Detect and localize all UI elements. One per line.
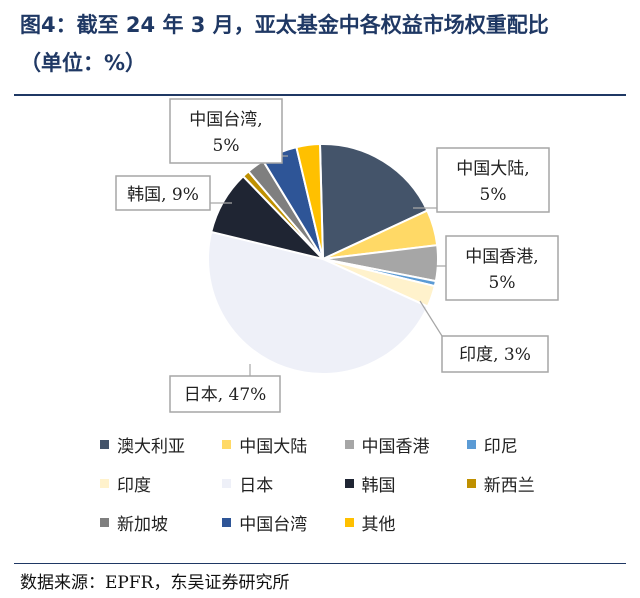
legend-label: 日本: [239, 476, 274, 496]
bottom-rule: [14, 563, 626, 564]
slice-2-label-box: [436, 147, 550, 213]
legend-label: 新西兰: [483, 476, 535, 496]
slice-10-label-text: 5%: [213, 136, 240, 156]
legend-item-4: 印尼: [466, 432, 560, 457]
legend-swatch: [344, 440, 354, 449]
slice-2-label-text: 5%: [480, 185, 507, 205]
legend-swatch: [222, 518, 232, 527]
slice-5-label: 印度, 3%: [419, 300, 549, 373]
legend-label: 中国大陆: [239, 437, 308, 457]
title-line-2: （单位：%）: [20, 51, 147, 75]
legend-swatch: [100, 440, 109, 449]
figure-title: 图4：截至 24 年 3 月，亚太基金中各权益市场权重配比 （单位：%）: [20, 6, 630, 82]
slice-7-label-text: 韩国, 9%: [127, 185, 199, 205]
slice-5-leader-line: [419, 300, 443, 337]
legend-item-2: 中国大陆: [222, 432, 332, 457]
legend-label: 其他: [361, 515, 396, 535]
slice-7-label-box: [115, 175, 211, 211]
legend-swatch: [344, 518, 354, 527]
slice-11-wedge: [295, 143, 324, 260]
legend-label: 澳大利亚: [117, 437, 185, 457]
legend-item-9: 新加坡: [100, 510, 210, 535]
slice-7-label: 韩国, 9%: [115, 175, 232, 211]
legend-label: 印度: [117, 476, 151, 496]
legend-swatch: [466, 440, 476, 449]
chart-legend: 澳大利亚 中国大陆 中国香港 印尼印度 日本 韩国 新西兰新加坡 中国台湾 其他: [100, 432, 560, 535]
pie-chart: 中国大陆, 5% 中国香港, 5% 印度, 3% 日本, 47% 韩国, 9% 中国台湾, 5%: [115, 98, 559, 413]
legend-item-6: 日本: [222, 471, 332, 496]
slice-6-label-text: 日本, 47%: [184, 385, 267, 405]
legend-swatch: [100, 518, 109, 527]
slice-1-wedge: [318, 143, 429, 261]
source-note: 数据来源：EPFR，东吴证券研究所: [20, 573, 290, 593]
legend-swatch: [344, 479, 354, 488]
slice-10-label: 中国台湾, 5%: [169, 98, 288, 164]
slice-5-label-text: 印度, 3%: [459, 345, 531, 365]
legend-item-5: 印度: [100, 471, 210, 496]
legend-item-10: 中国台湾: [222, 510, 332, 535]
legend-item-7: 韩国: [344, 471, 455, 496]
legend-swatch: [466, 479, 476, 488]
slice-5-label-box: [441, 335, 549, 373]
slice-6-label: 日本, 47%: [169, 364, 281, 413]
top-rule: [14, 94, 626, 96]
legend-item-8: 新西兰: [466, 471, 560, 496]
slice-3-label-text: 5%: [489, 273, 516, 293]
legend-label: 中国台湾: [239, 515, 308, 535]
slice-3-label: 中国香港, 5%: [420, 235, 559, 301]
legend-swatch: [222, 479, 232, 488]
slice-3-label-text: 中国香港,: [465, 247, 538, 267]
slice-2-label: 中国大陆, 5%: [413, 147, 550, 213]
slice-6-wedge: [207, 230, 430, 375]
slice-3-label-box: [445, 235, 559, 301]
legend-swatch: [222, 440, 232, 449]
slice-6-label-box: [169, 375, 281, 413]
legend-item-11: 其他: [344, 510, 455, 535]
legend-swatch: [100, 479, 109, 488]
legend-label: 中国香港: [361, 437, 430, 457]
slice-10-label-text: 中国台湾,: [189, 110, 262, 130]
legend-label: 新加坡: [117, 515, 168, 535]
slice-10-label-box: [169, 98, 283, 164]
slice-2-label-text: 中国大陆,: [456, 159, 529, 179]
legend-item-3: 中国香港: [344, 432, 455, 457]
title-line-1: 图4：截至 24 年 3 月，亚太基金中各权益市场权重配比: [20, 13, 549, 37]
legend-label: 印尼: [483, 437, 518, 457]
legend-item-1: 澳大利亚: [100, 432, 210, 457]
legend-label: 韩国: [361, 476, 396, 496]
